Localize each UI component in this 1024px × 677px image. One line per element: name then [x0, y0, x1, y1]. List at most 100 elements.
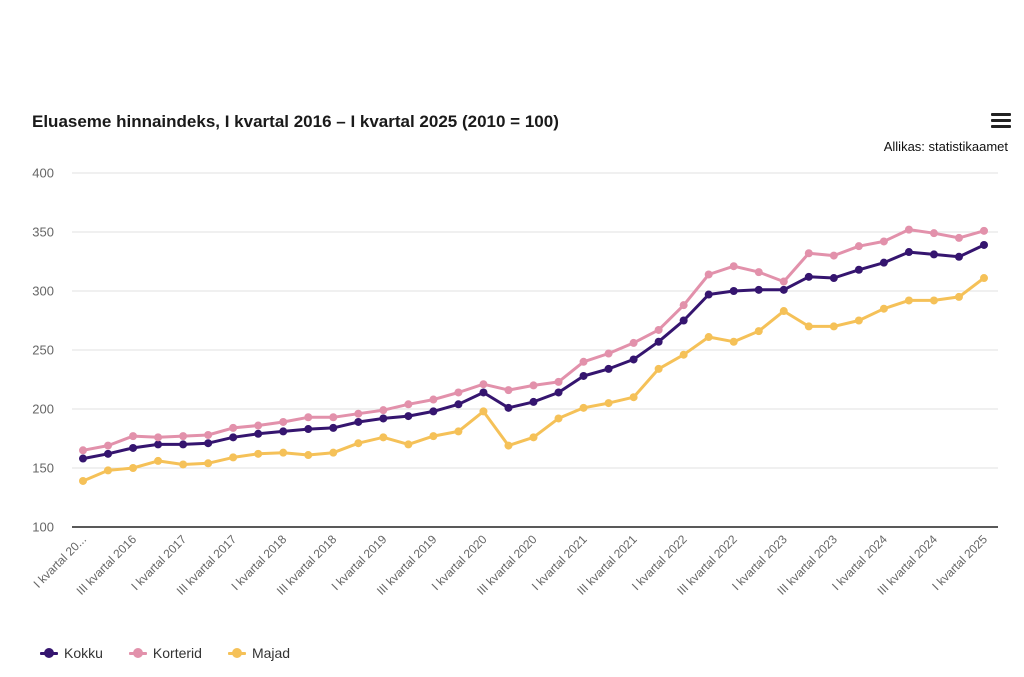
- data-point[interactable]: [829, 322, 838, 331]
- data-point[interactable]: [629, 338, 638, 347]
- legend-item-majad[interactable]: Majad: [227, 645, 290, 661]
- data-point[interactable]: [179, 440, 188, 449]
- data-point[interactable]: [804, 322, 813, 331]
- data-point[interactable]: [504, 441, 513, 450]
- data-point[interactable]: [679, 350, 688, 359]
- data-point[interactable]: [304, 413, 313, 422]
- data-point[interactable]: [779, 307, 788, 316]
- data-point[interactable]: [954, 252, 963, 261]
- data-point[interactable]: [429, 395, 438, 404]
- data-point[interactable]: [279, 417, 288, 426]
- data-point[interactable]: [679, 301, 688, 310]
- data-point[interactable]: [79, 476, 87, 485]
- data-point[interactable]: [929, 250, 938, 259]
- data-point[interactable]: [729, 287, 738, 295]
- data-point[interactable]: [104, 449, 113, 458]
- data-point[interactable]: [854, 242, 863, 251]
- data-point[interactable]: [529, 381, 538, 390]
- data-point[interactable]: [904, 225, 913, 234]
- data-point[interactable]: [179, 432, 188, 441]
- data-point[interactable]: [954, 292, 963, 301]
- data-point[interactable]: [329, 413, 338, 422]
- data-point[interactable]: [754, 327, 763, 336]
- data-point[interactable]: [229, 423, 238, 432]
- data-point[interactable]: [704, 270, 713, 279]
- data-point[interactable]: [754, 285, 763, 294]
- data-point[interactable]: [404, 400, 413, 409]
- data-point[interactable]: [404, 412, 413, 421]
- data-point[interactable]: [654, 364, 663, 373]
- data-point[interactable]: [354, 409, 363, 418]
- data-point[interactable]: [654, 337, 663, 346]
- data-point[interactable]: [479, 380, 488, 389]
- data-point[interactable]: [504, 386, 513, 395]
- data-point[interactable]: [729, 262, 738, 271]
- data-point[interactable]: [304, 451, 313, 460]
- data-point[interactable]: [929, 229, 938, 238]
- data-point[interactable]: [704, 290, 713, 299]
- data-point[interactable]: [980, 274, 988, 283]
- data-point[interactable]: [854, 265, 863, 274]
- series-line[interactable]: [82, 228, 985, 452]
- data-point[interactable]: [154, 433, 163, 442]
- data-point[interactable]: [254, 429, 263, 438]
- data-point[interactable]: [329, 448, 338, 457]
- data-point[interactable]: [104, 441, 113, 450]
- data-point[interactable]: [129, 443, 138, 452]
- data-point[interactable]: [554, 414, 563, 423]
- data-point[interactable]: [779, 285, 788, 294]
- data-point[interactable]: [629, 393, 638, 402]
- data-point[interactable]: [454, 388, 463, 397]
- hamburger-menu-icon[interactable]: [991, 113, 1011, 129]
- data-point[interactable]: [579, 371, 588, 380]
- data-point[interactable]: [529, 433, 538, 442]
- data-point[interactable]: [604, 349, 613, 358]
- legend-item-korterid[interactable]: Korterid: [128, 645, 202, 661]
- data-point[interactable]: [354, 439, 363, 448]
- data-point[interactable]: [429, 407, 438, 416]
- series-line[interactable]: [82, 243, 985, 461]
- data-point[interactable]: [804, 272, 813, 281]
- data-point[interactable]: [179, 460, 188, 469]
- data-point[interactable]: [980, 226, 988, 235]
- series-line[interactable]: [82, 276, 985, 483]
- data-point[interactable]: [454, 427, 463, 436]
- data-point[interactable]: [479, 388, 488, 397]
- data-point[interactable]: [204, 439, 213, 448]
- data-point[interactable]: [429, 432, 438, 441]
- data-point[interactable]: [579, 403, 588, 412]
- data-point[interactable]: [154, 440, 163, 449]
- data-point[interactable]: [79, 446, 87, 455]
- data-point[interactable]: [704, 333, 713, 342]
- data-point[interactable]: [604, 399, 613, 408]
- data-point[interactable]: [579, 357, 588, 366]
- data-point[interactable]: [204, 459, 213, 468]
- data-point[interactable]: [379, 433, 388, 442]
- data-point[interactable]: [229, 453, 238, 462]
- data-point[interactable]: [254, 421, 263, 430]
- data-point[interactable]: [779, 277, 788, 286]
- data-point[interactable]: [104, 466, 113, 475]
- data-point[interactable]: [379, 406, 388, 415]
- data-point[interactable]: [679, 316, 688, 325]
- data-point[interactable]: [980, 240, 988, 249]
- data-point[interactable]: [629, 355, 638, 364]
- data-point[interactable]: [354, 417, 363, 426]
- data-point[interactable]: [279, 448, 288, 457]
- data-point[interactable]: [754, 268, 763, 277]
- data-point[interactable]: [254, 449, 263, 458]
- data-point[interactable]: [504, 403, 513, 412]
- data-point[interactable]: [329, 423, 338, 432]
- legend-item-kokku[interactable]: Kokku: [40, 645, 103, 661]
- data-point[interactable]: [129, 432, 138, 441]
- data-point[interactable]: [229, 433, 238, 442]
- data-point[interactable]: [904, 296, 913, 305]
- series-korterid[interactable]: [79, 225, 988, 455]
- data-point[interactable]: [954, 233, 963, 242]
- data-point[interactable]: [604, 364, 613, 373]
- data-point[interactable]: [804, 249, 813, 258]
- series-kokku[interactable]: [79, 240, 988, 463]
- data-point[interactable]: [904, 248, 913, 257]
- data-point[interactable]: [529, 397, 538, 406]
- data-point[interactable]: [729, 337, 738, 346]
